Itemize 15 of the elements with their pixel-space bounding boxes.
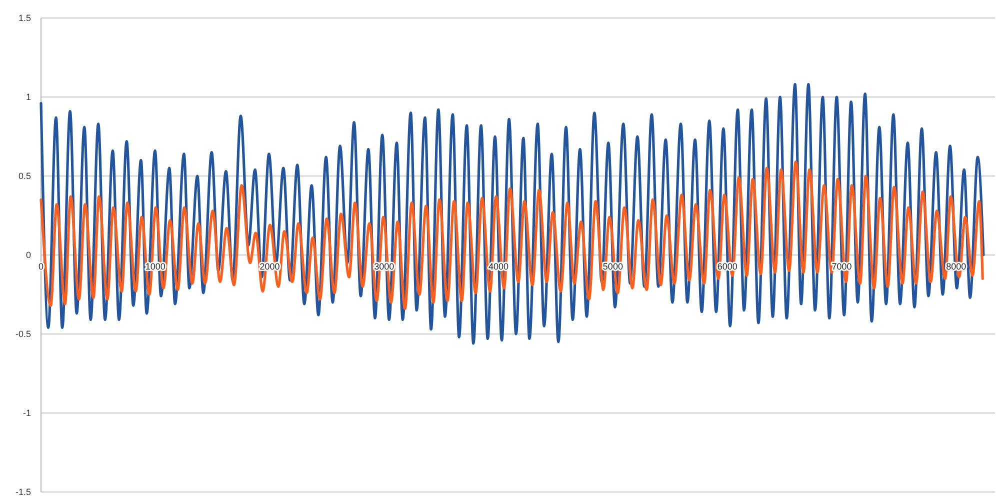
x-tick-label: 4000 xyxy=(488,261,509,272)
x-tick-label: 1000 xyxy=(145,261,166,272)
x-tick-label: 7000 xyxy=(832,261,852,272)
y-tick-label: -1.5 xyxy=(15,486,31,497)
y-tick-label: 0 xyxy=(26,250,31,260)
x-tick-label: 6000 xyxy=(717,261,738,272)
y-tick-label: 1.5 xyxy=(18,12,31,23)
x-tick-label: 0 xyxy=(38,261,44,272)
x-tick-label: 3000 xyxy=(374,261,394,272)
y-tick-label: 0.5 xyxy=(18,170,31,181)
line-series xyxy=(40,160,984,310)
y-tick-label: -0.5 xyxy=(15,328,31,339)
y-tick-label: -1 xyxy=(22,408,31,418)
x-tick-label: 5000 xyxy=(602,261,623,272)
y-tick-label: 1 xyxy=(26,92,31,102)
